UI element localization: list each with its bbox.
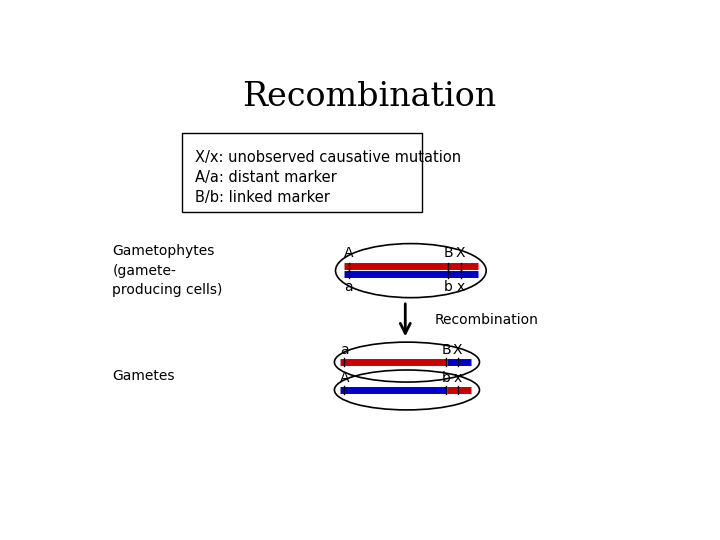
- Text: A: A: [340, 370, 349, 384]
- Text: a: a: [345, 280, 354, 294]
- Text: A/a: distant marker: A/a: distant marker: [195, 170, 337, 185]
- Text: Recombination: Recombination: [435, 313, 539, 327]
- Text: a: a: [340, 343, 348, 357]
- Text: Recombination: Recombination: [242, 82, 496, 113]
- Text: A: A: [344, 246, 354, 260]
- Text: b: b: [444, 280, 453, 294]
- Text: B: B: [444, 246, 453, 260]
- Text: Gametophytes
(gamete-
producing cells): Gametophytes (gamete- producing cells): [112, 244, 222, 297]
- Text: x: x: [456, 280, 464, 294]
- Text: Gametes: Gametes: [112, 369, 175, 383]
- Text: X: X: [453, 343, 462, 357]
- Text: X: X: [456, 246, 465, 260]
- Text: b: b: [441, 370, 451, 384]
- Text: B: B: [441, 343, 451, 357]
- Text: X/x: unobserved causative mutation: X/x: unobserved causative mutation: [195, 150, 461, 165]
- Text: x: x: [454, 370, 462, 384]
- FancyBboxPatch shape: [182, 133, 422, 212]
- Text: B/b: linked marker: B/b: linked marker: [195, 190, 330, 205]
